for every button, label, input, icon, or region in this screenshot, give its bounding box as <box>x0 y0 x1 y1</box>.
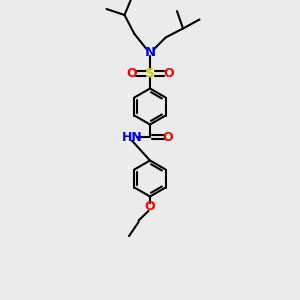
Text: N: N <box>144 46 156 59</box>
Text: O: O <box>162 130 173 144</box>
Text: O: O <box>126 67 137 80</box>
Text: S: S <box>145 67 155 80</box>
Text: O: O <box>163 67 174 80</box>
Text: O: O <box>145 200 155 214</box>
Text: HN: HN <box>122 130 142 144</box>
